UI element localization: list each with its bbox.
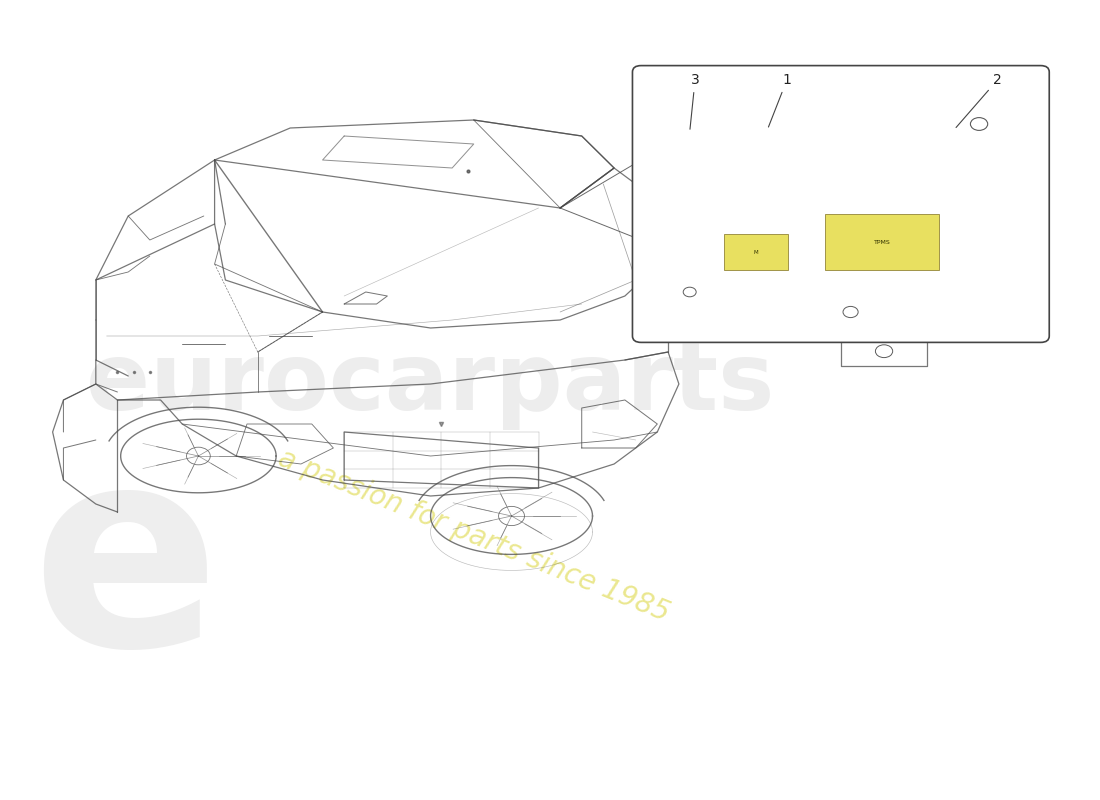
Text: TPMS: TPMS [873,240,890,245]
Text: 1: 1 [769,73,791,127]
Text: 3: 3 [690,73,700,130]
FancyBboxPatch shape [632,66,1049,342]
Text: a passion for parts since 1985: a passion for parts since 1985 [274,445,673,627]
FancyBboxPatch shape [825,214,939,270]
Text: e: e [31,434,219,704]
Text: 2: 2 [956,73,1002,127]
FancyBboxPatch shape [724,234,788,270]
Text: eurocarparts: eurocarparts [87,338,774,430]
Text: M: M [754,250,758,254]
